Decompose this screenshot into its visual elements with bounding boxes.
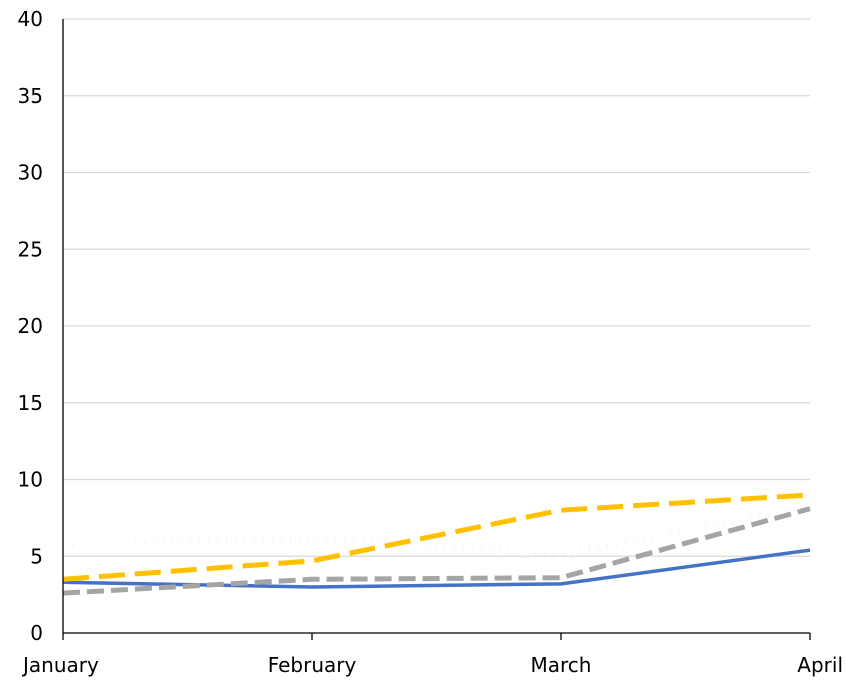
series-line-3 xyxy=(62,506,811,596)
y-tick-label: 25 xyxy=(18,237,43,261)
y-tick-label: 15 xyxy=(18,391,43,415)
y-tick-label: 40 xyxy=(18,7,43,31)
x-tick-label: March xyxy=(531,653,592,677)
series-line-4 xyxy=(62,492,811,582)
x-axis-ticks: January February March April xyxy=(21,633,843,677)
y-tick-label: 35 xyxy=(18,84,43,108)
series-line-2 xyxy=(62,504,811,558)
series-group xyxy=(62,492,811,596)
y-tick-label: 5 xyxy=(30,544,43,568)
x-tick-label: February xyxy=(268,653,357,677)
y-axis-ticks: 0 5 10 15 20 25 30 35 40 xyxy=(18,7,43,645)
x-tick-label: January xyxy=(21,653,99,677)
y-tick-label: 20 xyxy=(18,314,43,338)
gridlines xyxy=(63,18,810,557)
y-tick-label: 10 xyxy=(18,468,43,492)
y-tick-label: 30 xyxy=(18,161,43,185)
y-tick-label: 0 xyxy=(30,621,43,645)
x-tick-label: April xyxy=(797,653,843,677)
